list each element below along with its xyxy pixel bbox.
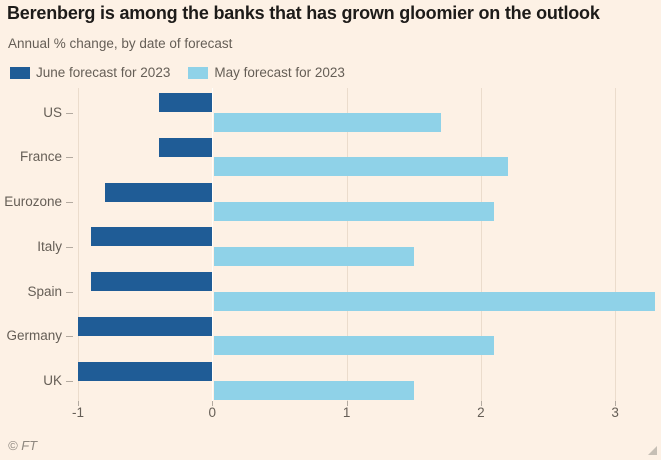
bar-june-eurozone — [104, 182, 212, 202]
x-axis-label--1: -1 — [71, 405, 84, 420]
bar-june-italy — [91, 227, 212, 247]
x-axis-tick-3 — [615, 401, 617, 406]
legend: June forecast for 2023 May forecast for … — [10, 65, 363, 80]
bar-may-italy — [213, 246, 414, 266]
category-label-uk: UK — [43, 373, 62, 388]
category-tick-eurozone — [66, 202, 73, 203]
x-axis-label-0: 0 — [208, 405, 217, 420]
gridline-x-3 — [615, 88, 617, 401]
x-axis-tick-2 — [480, 401, 482, 406]
legend-label-may: May forecast for 2023 — [214, 65, 345, 80]
gridline-x-1 — [346, 88, 348, 401]
gridline-x-2 — [480, 88, 482, 401]
gridline-x-0 — [212, 88, 214, 401]
x-axis-label-3: 3 — [611, 405, 619, 420]
x-axis-tick-1 — [346, 401, 348, 406]
legend-label-june: June forecast for 2023 — [36, 65, 171, 80]
bar-june-france — [158, 137, 212, 157]
category-tick-italy — [66, 246, 73, 248]
category-tick-france — [66, 157, 73, 159]
bar-may-eurozone — [213, 202, 495, 221]
category-label-us: US — [43, 104, 62, 120]
chart-subtitle: Annual % change, by date of forecast — [8, 36, 233, 51]
category-label-france: France — [19, 149, 62, 165]
bar-may-spain — [213, 291, 656, 311]
bar-may-us — [213, 112, 441, 132]
category-tick-us — [66, 112, 73, 114]
bar-may-france — [213, 157, 508, 177]
category-label-germany: Germany — [6, 328, 62, 344]
legend-swatch-may — [188, 66, 209, 79]
category-tick-germany — [66, 336, 73, 338]
category-tick-spain — [66, 291, 73, 293]
category-label-italy: Italy — [37, 238, 62, 254]
bar-june-spain — [91, 272, 212, 291]
category-label-spain: Spain — [27, 283, 62, 299]
gridline-x--1 — [78, 88, 79, 401]
bar-june-us — [158, 93, 212, 112]
footer-copyright: © FT — [8, 438, 38, 453]
x-axis-tick--1 — [78, 401, 79, 406]
bar-may-germany — [213, 336, 495, 356]
category-label-eurozone: Eurozone — [4, 194, 62, 209]
x-axis-label-1: 1 — [342, 405, 351, 420]
x-axis-tick-0 — [212, 401, 214, 406]
legend-swatch-june — [10, 66, 30, 79]
bar-june-germany — [78, 316, 212, 336]
bar-june-uk — [78, 361, 212, 381]
legend-item-june: June forecast for 2023 — [10, 65, 170, 80]
category-tick-uk — [66, 381, 73, 382]
bar-may-uk — [213, 381, 414, 400]
legend-item-may: May forecast for 2023 — [188, 65, 345, 80]
x-axis-label-2: 2 — [477, 405, 485, 420]
chart-title: Berenberg is among the banks that has gr… — [7, 3, 600, 23]
resize-handle-icon — [648, 446, 657, 455]
